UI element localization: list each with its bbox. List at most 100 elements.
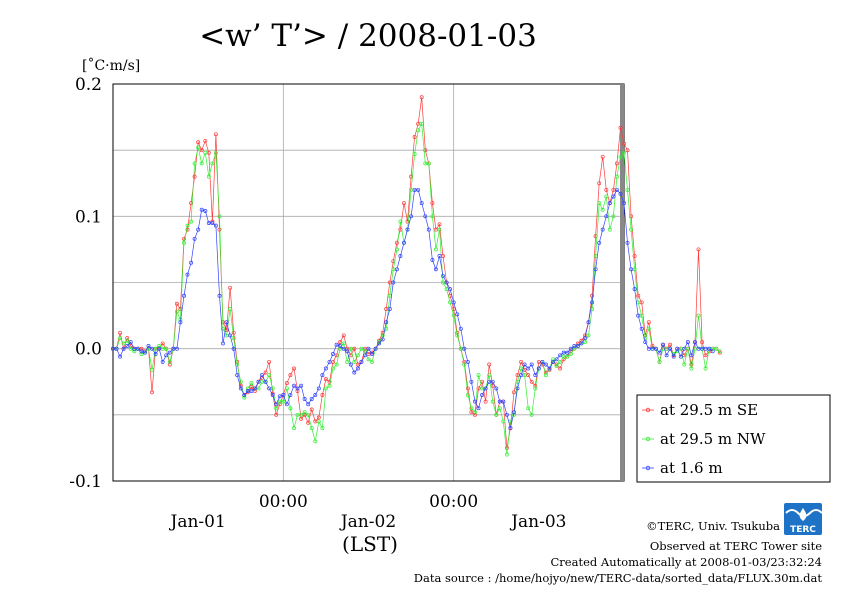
data-point — [334, 353, 339, 358]
data-point — [245, 386, 250, 391]
data-point — [359, 346, 364, 351]
data-point — [341, 341, 346, 346]
data-point — [235, 373, 240, 378]
data-point — [185, 272, 190, 277]
data-point — [451, 300, 456, 305]
data-point — [696, 247, 701, 252]
data-point — [664, 353, 669, 358]
data-point — [363, 353, 367, 358]
data-point — [345, 359, 350, 364]
data-point — [221, 326, 225, 331]
data-point — [682, 362, 687, 367]
data-point — [462, 362, 467, 367]
data-point — [646, 346, 651, 351]
data-point — [565, 350, 570, 355]
data-point — [696, 313, 701, 318]
data-point — [700, 340, 705, 345]
x-ticks: 00:00 00:00 Jan-01 Jan-02 Jan-03 — [169, 492, 567, 532]
data-point — [299, 412, 304, 417]
data-point — [469, 379, 474, 384]
data-point — [419, 201, 424, 206]
data-point — [622, 201, 626, 206]
footer-created: Created Automatically at 2008-01-03/23:3… — [551, 555, 823, 569]
data-point — [334, 362, 339, 367]
data-point — [583, 336, 587, 341]
data-point — [118, 330, 123, 335]
legend-label: at 1.6 m — [660, 459, 723, 477]
data-point — [387, 307, 392, 311]
data-point — [118, 354, 123, 359]
data-point — [476, 373, 481, 378]
data-point — [543, 362, 548, 367]
data-point — [238, 386, 243, 391]
data-point — [394, 240, 399, 245]
data-point — [426, 227, 431, 232]
data-point — [497, 406, 502, 411]
data-point — [622, 150, 626, 155]
data-point — [405, 227, 410, 232]
data-point — [316, 386, 321, 391]
data-point — [160, 359, 165, 364]
data-point — [313, 439, 318, 444]
data-point — [551, 357, 555, 362]
data-point — [338, 340, 343, 345]
data-point — [299, 383, 304, 388]
data-point — [302, 410, 307, 415]
data-point — [213, 150, 218, 155]
data-point — [394, 267, 399, 272]
data-point — [146, 344, 151, 348]
data-point — [306, 420, 311, 425]
data-point — [299, 416, 304, 421]
data-point — [625, 148, 630, 153]
x-axis-label: (LST) — [342, 532, 398, 556]
data-point — [398, 219, 403, 224]
data-point — [203, 150, 208, 155]
data-point — [267, 373, 272, 378]
data-point — [508, 426, 513, 431]
data-point — [483, 399, 488, 404]
data-point — [575, 344, 580, 348]
data-point — [448, 287, 453, 292]
data-point — [203, 209, 208, 213]
data-point — [150, 346, 154, 351]
data-point — [632, 287, 637, 292]
data-point — [167, 350, 172, 355]
data-point — [519, 366, 524, 371]
data-point — [135, 346, 140, 351]
data-point — [320, 373, 325, 378]
data-point — [675, 349, 680, 354]
data-point — [196, 227, 201, 232]
data-point — [519, 359, 524, 364]
data-point — [249, 381, 254, 386]
data-point — [696, 346, 701, 351]
data-point — [451, 313, 456, 318]
data-point — [412, 187, 417, 192]
data-point — [171, 346, 176, 351]
data-point — [174, 309, 179, 314]
data-point — [412, 152, 417, 157]
data-point — [174, 346, 179, 351]
data-point — [405, 219, 410, 224]
data-point — [182, 240, 186, 245]
data-point — [504, 412, 509, 417]
legend-label: at 29.5 m NW — [660, 430, 766, 448]
data-point — [529, 379, 534, 384]
data-point — [689, 366, 694, 371]
y-tick-label: 0.1 — [75, 207, 102, 227]
data-point — [543, 373, 548, 378]
data-point — [192, 161, 197, 166]
data-point — [590, 300, 595, 305]
data-point — [416, 128, 421, 133]
data-point — [515, 386, 520, 391]
data-point — [157, 344, 162, 348]
data-point — [320, 426, 325, 431]
data-point — [590, 293, 595, 298]
data-point — [228, 307, 233, 311]
data-point — [355, 366, 360, 371]
legend-label: at 29.5 m SE — [660, 401, 758, 419]
data-point — [625, 187, 630, 192]
data-point — [242, 395, 247, 400]
logo-drop — [799, 508, 807, 521]
data-point — [519, 373, 524, 378]
data-point — [629, 227, 634, 232]
